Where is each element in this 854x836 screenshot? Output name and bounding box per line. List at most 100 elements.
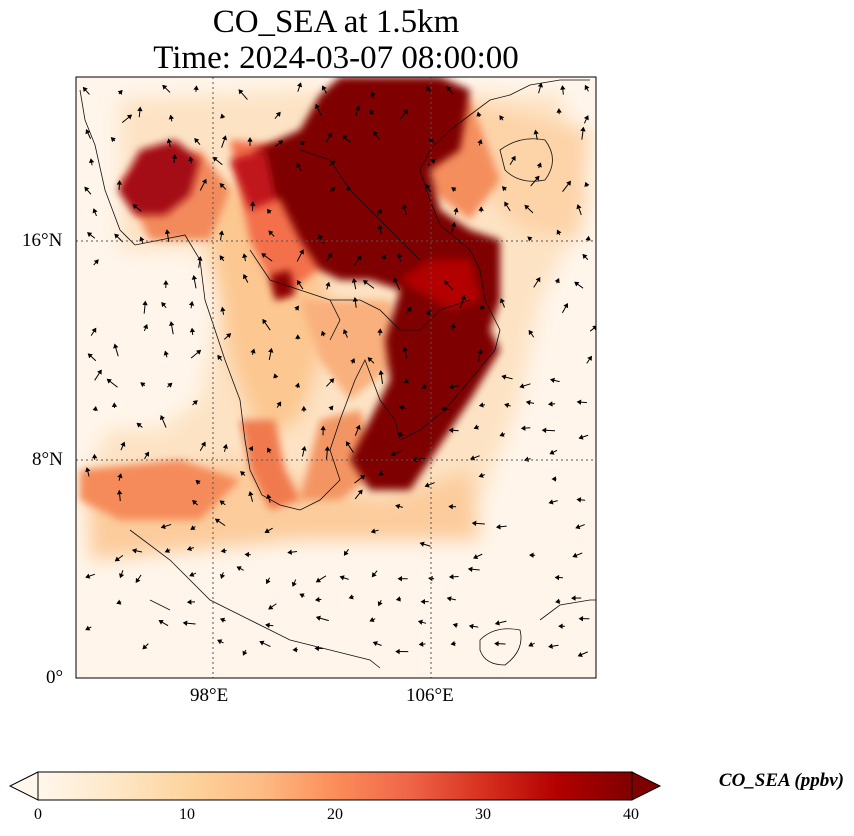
wind-arrowhead [551,476,557,482]
wind-arrowhead [168,114,175,120]
wind-arrowhead [321,85,327,91]
wind-arrowhead [219,183,225,189]
wind-arrowhead [356,255,362,261]
wind-arrowhead [381,254,386,260]
wind-arrowhead [556,108,562,113]
wind-arrowhead [186,599,192,605]
wind-arrowhead [351,278,358,283]
wind-arrowhead [318,234,324,240]
wind-arrowhead [222,443,228,449]
plume-layer [118,77,500,490]
wind-arrowhead [355,105,361,111]
colorbar-tick-40: 40 [623,806,639,823]
wind-arrowhead [576,204,582,210]
wind-arrowhead [84,186,90,192]
wind-arrowhead [240,471,246,477]
wind-arrowhead [467,566,473,572]
wind-arrowhead [287,549,293,555]
map-title-line1: CO_SEA at 1.5km [212,4,460,40]
wind-arrowhead [92,208,98,214]
wind-arrowhead [158,620,164,625]
wind-arrowhead [137,106,143,112]
wind-arrowhead [126,114,133,120]
coastlines [79,79,596,669]
wind-arrowhead [93,259,99,265]
wind-arrowhead [188,156,194,162]
wind-arrowhead [327,252,333,258]
wind-arrowhead [162,84,168,90]
wind-arrowhead [88,158,95,164]
wind-arrowhead [430,158,436,164]
wind-arrowhead [315,615,321,621]
lat-tick-16n: 16°N [22,230,63,251]
wind-arrowhead [352,297,359,302]
wind-arrowhead [116,599,122,605]
wind-arrowhead [194,138,200,144]
wind-arrowhead [116,180,123,185]
wind-arrowhead [218,230,225,236]
wind-arrowhead [250,201,256,206]
wind-arrowhead [266,208,272,214]
wind-arrowhead [406,306,412,312]
wind-arrowhead [377,328,383,333]
wind-arrowhead [275,111,281,117]
wind-arrowhead [220,548,226,554]
wind-arrowhead [357,489,363,495]
wind-arrowhead [343,550,349,556]
wind-arrowhead [247,137,253,142]
wind-arrowhead [266,494,272,500]
wind-arrowhead [428,138,434,144]
wind-arrowhead [324,446,330,451]
wind-arrowhead [555,598,561,604]
wind-arrowhead [378,470,384,476]
wind-arrowhead [395,648,400,655]
wind-arrowhead [243,273,248,280]
wind-arrowhead [563,303,569,309]
wind-arrowhead [328,405,334,411]
wind-arrowhead [378,370,384,375]
wind-arrowhead [236,566,242,571]
wind-arrowhead [119,573,125,579]
wind-arrowhead [576,399,582,405]
wind-arrowhead [163,350,169,356]
wind-arrowhead [160,523,166,529]
wind-arrowhead [301,445,307,451]
wind-arrowhead [460,294,466,301]
wind-arrowhead [135,577,141,584]
wind-arrowhead [580,126,586,132]
wind-arrowhead [85,625,91,631]
wind-arrowhead [533,129,539,135]
colorbar-label: CO_SEA (ppbv) [718,770,844,791]
wind-arrowhead [261,253,267,258]
wind-arrowhead [446,596,452,602]
wind-arrowhead [370,528,376,534]
wind-arrowhead [250,348,256,354]
wind-arrowhead [550,377,555,384]
wind-arrowhead [190,525,196,530]
wind-arrowhead [144,451,150,457]
wind-arrowhead [390,451,396,457]
colorbar-extend-max [631,771,662,801]
wind-arrowhead [117,89,123,95]
wind-arrowhead [556,229,562,235]
wind-vectors [82,82,596,657]
wind-arrowhead [219,617,226,623]
wind-arrowhead [314,645,319,652]
wind-arrowhead [471,520,477,527]
colorbar-gradient [38,772,632,800]
wind-arrowhead [168,321,175,327]
wind-arrowhead [473,424,479,430]
wind-arrowhead [469,455,476,461]
wind-arrowhead [537,82,543,88]
wind-arrowhead [419,541,425,547]
wind-arrowhead [85,129,91,135]
wind-arrowhead [163,280,169,285]
wind-arrowhead [192,499,198,505]
wind-arrowhead [87,232,93,238]
wind-arrowhead [295,334,301,339]
wind-arrowhead [566,180,572,186]
wind-arrowhead [549,449,555,455]
wind-arrowhead [91,327,97,333]
wind-arrowhead [373,131,379,137]
wind-arrowhead [571,595,576,601]
